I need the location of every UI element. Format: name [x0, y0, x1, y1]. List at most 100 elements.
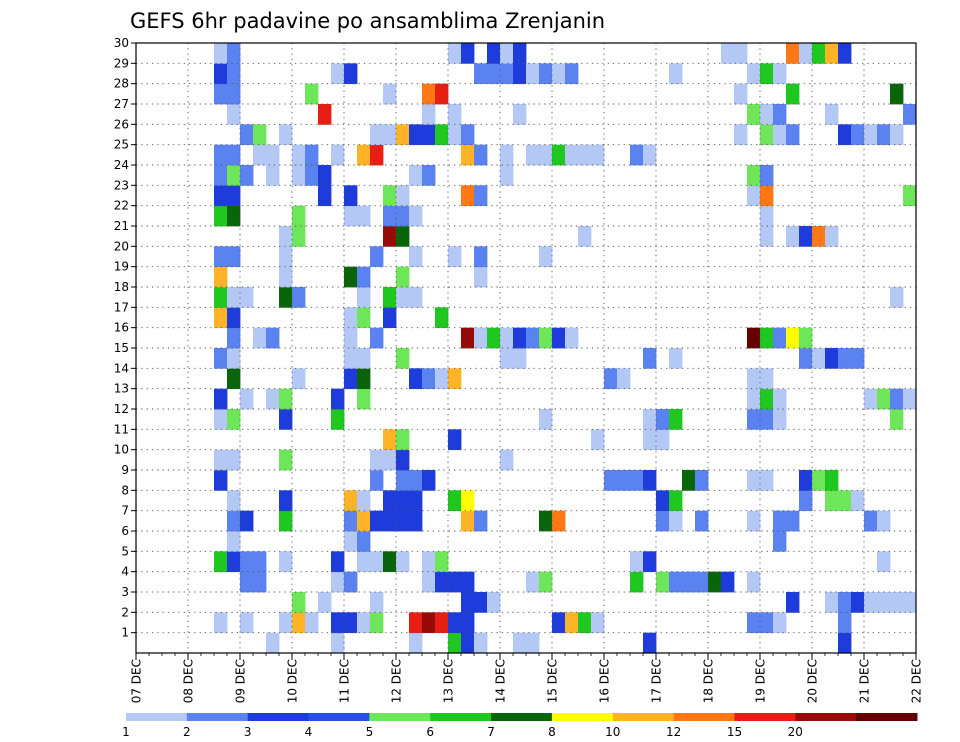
heatmap-cell	[786, 510, 800, 532]
x-tick-label: 13 DEC	[442, 659, 456, 703]
heatmap-cell	[617, 470, 631, 491]
heatmap-cell	[279, 551, 293, 573]
heatmap-cell	[760, 388, 774, 410]
colorbar-label: 2	[183, 725, 191, 739]
heatmap-cell	[461, 124, 475, 146]
heatmap-cell	[565, 612, 579, 634]
heatmap-cell	[214, 144, 228, 166]
heatmap-cell	[344, 490, 358, 512]
heatmap-cell	[760, 205, 774, 227]
heatmap-cell	[383, 490, 397, 512]
heatmap-cell	[526, 327, 540, 349]
heatmap-cell	[279, 510, 293, 532]
heatmap-cell	[435, 83, 449, 105]
heatmap-cell	[760, 470, 774, 491]
y-tick-label: 29	[114, 56, 129, 70]
heatmap-cell	[552, 510, 566, 532]
heatmap-cell	[682, 470, 696, 491]
heatmap-cell	[812, 348, 826, 369]
colorbar-swatch	[551, 713, 614, 721]
y-tick-label: 28	[114, 77, 129, 91]
heatmap-cell	[656, 409, 670, 430]
y-tick-label: 5	[121, 544, 129, 558]
heatmap-cell	[643, 429, 657, 451]
y-tick-label: 23	[114, 178, 129, 192]
x-tick-label: 19 DEC	[754, 659, 768, 703]
heatmap-cell	[409, 632, 423, 654]
heatmap-cell	[695, 571, 709, 593]
heatmap-cell	[890, 592, 904, 613]
heatmap-cell	[227, 63, 241, 85]
heatmap-cell	[825, 592, 839, 613]
heatmap-cell	[331, 632, 345, 654]
heatmap-cell	[227, 307, 241, 329]
heatmap-cell	[214, 287, 228, 308]
heatmap-cell	[292, 612, 306, 634]
heatmap-cell	[747, 104, 761, 125]
heatmap-cell	[357, 205, 371, 227]
heatmap-cell	[513, 327, 527, 349]
heatmap-cell	[552, 612, 566, 634]
y-axis: 1234567891011121314151617181920212223242…	[114, 36, 136, 640]
heatmap-cell	[227, 205, 241, 227]
heatmap-cell	[708, 571, 722, 593]
heatmap-cell	[357, 348, 371, 369]
heatmap-cell	[370, 470, 384, 491]
heatmap-cell	[344, 205, 358, 227]
heatmap-cell	[513, 632, 527, 654]
heatmap-cell	[539, 409, 553, 430]
y-tick-label: 7	[121, 504, 129, 518]
heatmap-cell	[760, 63, 774, 85]
heatmap-cell	[409, 490, 423, 512]
heatmap-cell	[409, 287, 423, 308]
heatmap-cell	[643, 551, 657, 573]
heatmap-cell	[227, 368, 241, 390]
heatmap-cell	[552, 63, 566, 85]
heatmap-cell	[643, 409, 657, 430]
heatmap-cell	[344, 571, 358, 593]
heatmap-cell	[877, 551, 891, 573]
heatmap-cell	[890, 388, 904, 410]
heatmap-cell	[734, 43, 748, 64]
heatmap-cell	[305, 165, 319, 186]
heatmap-cell	[422, 83, 436, 105]
heatmap-cell	[461, 592, 475, 613]
y-tick-label: 2	[121, 605, 129, 619]
heatmap-cell	[760, 226, 774, 247]
heatmap-cell	[656, 571, 670, 593]
x-axis: 07 DEC 08 DEC 09 DEC 10 DEC 11 DEC 12 DEC 13 D…	[130, 653, 924, 703]
heatmap-cell	[448, 246, 462, 268]
heatmap-cell	[292, 368, 306, 390]
heatmap-cell	[643, 632, 657, 654]
y-tick-label: 1	[121, 626, 129, 640]
colorbar-swatch	[612, 713, 675, 721]
heatmap-cell	[409, 368, 423, 390]
heatmap-cell	[227, 83, 241, 105]
x-tick-label: 16 DEC	[598, 659, 612, 703]
chart-title: GEFS 6hr padavine po ansamblima Zrenjani…	[130, 9, 605, 33]
heatmap-cell	[279, 246, 293, 268]
heatmap-cell	[786, 83, 800, 105]
heatmap-cell	[214, 185, 228, 207]
heatmap-cell	[747, 165, 761, 186]
heatmap-cell	[396, 287, 410, 308]
heatmap-cell	[500, 63, 514, 85]
heatmap-cell	[838, 632, 852, 654]
heatmap-cell	[331, 612, 345, 634]
colorbar-label: 4	[305, 725, 313, 739]
heatmap-cell	[396, 510, 410, 532]
heatmap-cell	[318, 185, 332, 207]
heatmap-cell	[669, 63, 683, 85]
heatmap-cell	[539, 63, 553, 85]
x-tick-label: 14 DEC	[494, 659, 508, 703]
heatmap-cell	[214, 246, 228, 268]
heatmap-cell	[474, 266, 488, 288]
y-tick-label: 16	[114, 321, 129, 335]
heatmap-cell	[760, 612, 774, 634]
heatmap-cell	[214, 348, 228, 369]
heatmap-cell	[409, 246, 423, 268]
heatmap-cell	[838, 43, 852, 64]
heatmap-cell	[656, 510, 670, 532]
heatmap-cell	[331, 63, 345, 85]
heatmap-cell	[370, 246, 384, 268]
